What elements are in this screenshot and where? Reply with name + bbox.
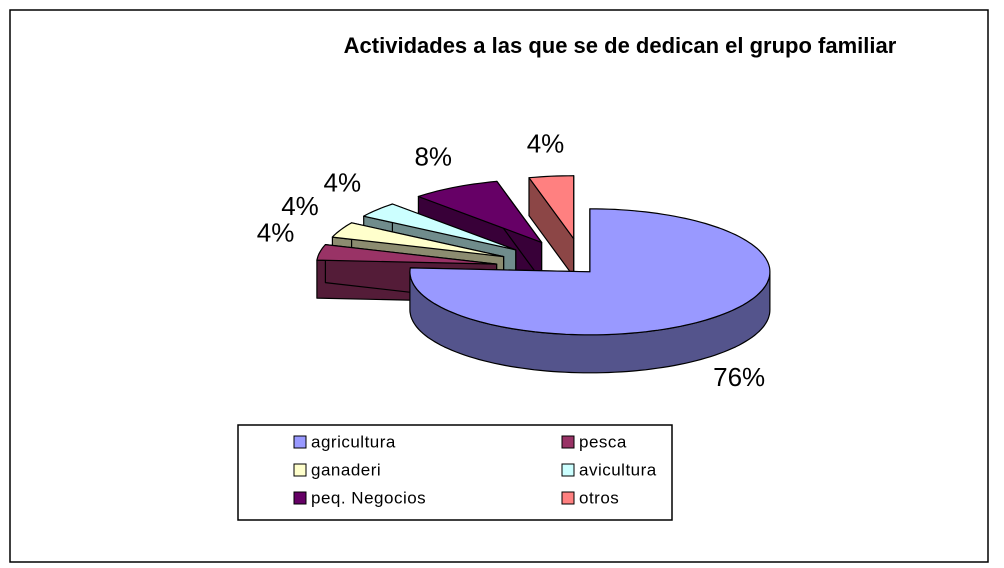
legend-label: avicultura [579, 460, 657, 479]
data-label: 4% [527, 129, 565, 159]
legend-label: ganaderi [311, 460, 381, 479]
legend-swatch [561, 491, 575, 505]
data-label: 8% [414, 141, 452, 171]
legend-box [237, 424, 673, 521]
legend-swatch [293, 435, 307, 449]
chart-title: Actividades a las que se de dedican el g… [343, 33, 897, 58]
legend-label: otros [579, 488, 619, 507]
data-label: 4% [323, 168, 361, 198]
data-label: 4% [281, 191, 319, 221]
legend-label: peq. Negocios [311, 488, 426, 507]
slice [316, 244, 498, 265]
legend-swatch [561, 435, 575, 449]
slice [417, 180, 543, 243]
legend-label: pesca [579, 432, 627, 451]
data-label: 76% [713, 362, 765, 392]
legend-swatch [293, 491, 307, 505]
legend-swatch [561, 463, 575, 477]
slice [363, 203, 517, 251]
slice [409, 208, 771, 336]
data-label: 4% [257, 217, 295, 247]
legend-label: agricultura [311, 432, 396, 451]
legend-swatch [293, 463, 307, 477]
slice [528, 175, 575, 240]
slice [331, 222, 505, 258]
